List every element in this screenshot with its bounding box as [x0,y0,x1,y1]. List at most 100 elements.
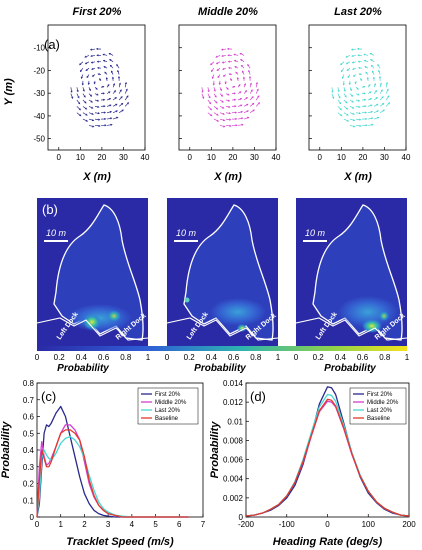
y-tick-label: -40 [33,112,45,121]
quiver-arrowhead [234,111,238,114]
quiver-arrowhead [350,48,354,51]
quiver-arrowhead [212,83,215,86]
quiver-arrowhead [215,107,219,110]
quiver-arrowhead [247,116,250,119]
quiver-arrowhead [359,118,362,121]
quiver-arrowhead [109,64,112,67]
quiver-arrowhead [97,73,100,76]
x-tick-label: 30 [380,153,389,162]
quiver-arrow [207,106,212,111]
x-tick-label: 0 [35,520,40,529]
probability-label-1: Probability [57,363,109,374]
quiver-arrowhead [209,102,212,105]
quiver-arrowhead [115,110,118,113]
quiver-arrowhead [113,90,117,93]
quiver-arrow [124,82,127,88]
quiver-arrowhead [82,89,85,92]
quiver-arrowhead [370,64,373,67]
quiver-arrowhead [248,69,251,73]
panel-a-title-1: First 20% [73,6,122,18]
quiver-arrowhead [84,62,88,65]
quiver-arrow [118,96,123,101]
quiver-arrowhead [124,81,127,85]
quiver-arrowhead [115,103,118,106]
quiver-arrowhead [216,119,220,122]
y-tick-label: 0.01 [227,417,243,426]
x-tick-label: 10 [76,153,85,162]
quiver-arrowhead [105,77,108,80]
quiver-arrowhead [121,102,124,105]
quiver-arrowhead [372,76,376,79]
quiver-arrow [373,117,379,120]
quiver-arrow [368,124,374,126]
quiver-arrow [109,53,114,56]
quiver-arrow [201,93,204,99]
quiver-arrowhead [247,63,250,67]
quiver-arrow [82,106,87,110]
quiver-arrowhead [126,95,129,98]
x-tick-label: 0 [188,153,193,162]
quiver-arrowhead [376,110,379,113]
quiver-arrowhead [240,104,243,107]
quiver-arrowhead [95,87,98,90]
quiver-arrowhead [221,100,224,103]
quiver-arrowhead [85,68,88,72]
quiver-arrowhead [382,109,385,112]
colorbar-tick-label: 0 [165,353,170,362]
quiver-arrowhead [97,66,100,70]
quiver-arrow [88,118,94,121]
quiver-arrowhead [339,102,342,105]
quiver-arrow [385,82,388,88]
quiver-arrowhead [71,96,74,99]
quiver-arrowhead [116,116,119,119]
y-tick-label: 0.004 [223,475,244,484]
quiver-arrow [88,125,94,128]
quiver-arrowhead [208,96,211,99]
quiver-arrow [70,93,73,99]
heading-rate-chart: -200 -100 0 100 200 0 0.002 0.004 0.006 0.008 0.01… [209,379,416,548]
quiver-arrow [385,102,390,107]
quiver-arrowhead [228,112,231,115]
quiver-arrow [213,106,218,110]
quiver-arrowhead [345,55,348,58]
quiver-arrow [367,117,373,120]
quiver-arrowhead [110,123,113,126]
quiver-arrow [385,89,389,94]
quiver-arrowhead [249,82,252,85]
quiver-arrowhead [218,82,221,86]
x-tick-label: 200 [402,520,416,529]
colorbar [37,346,407,351]
quiver-arrowhead [377,63,380,67]
quiver-arrowhead [222,106,225,109]
quiver-arrow [70,87,73,93]
panel-label: (d) [250,389,266,404]
x-tick-label: 40 [402,153,411,162]
quiver-arrow [343,106,348,110]
quiver-arrowhead [373,83,377,86]
quiver-arrow [255,89,259,94]
quiver-arrowhead [228,73,231,76]
quiver-arrowhead [358,105,361,108]
quiver-arrow [90,48,96,51]
quiver-arrowhead [96,99,100,102]
quiver-arrow [112,110,118,114]
quiver-arrowhead [102,85,105,88]
legend-entry: Middle 20% [155,400,187,406]
quiver-arrowhead [351,61,355,64]
quiver-arrowhead [379,82,382,85]
quiver-arrowhead [380,89,383,92]
quiver-arrowhead [216,113,219,116]
quiver-arrowhead [89,94,93,97]
quiver-arrowhead [368,84,371,87]
quiver-arrowhead [340,63,343,66]
quiver-arrowhead [91,67,94,70]
x-axis-label: Heading Rate (deg/s) [273,536,383,548]
quiver-arrowhead [358,73,361,76]
quiver-arrowhead [364,111,368,114]
quiver-arrowhead [118,82,121,85]
legend-entry: First 20% [367,392,393,398]
quiver-arrowhead [91,74,95,77]
y-tick-label: 0.012 [223,398,244,407]
probability-label-2: Probability [194,363,246,374]
quiver-arrow [76,112,82,117]
